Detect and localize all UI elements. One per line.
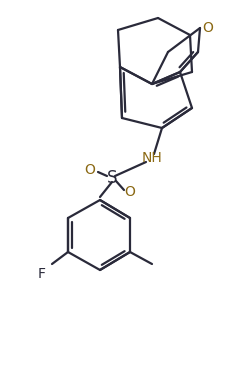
Text: NH: NH <box>142 151 162 165</box>
Text: O: O <box>125 185 136 199</box>
Text: O: O <box>84 163 95 177</box>
Text: O: O <box>202 21 213 35</box>
Text: S: S <box>107 169 117 187</box>
Text: F: F <box>38 267 46 281</box>
